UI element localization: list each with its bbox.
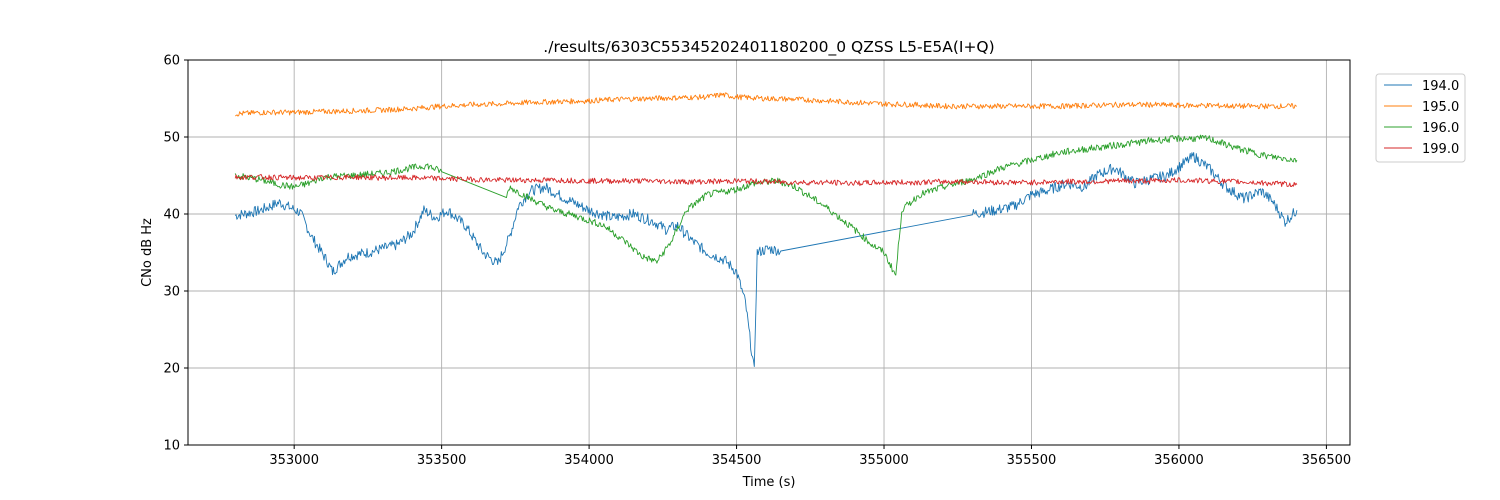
x-tick-label: 355000	[859, 453, 909, 468]
x-axis-title: Time (s)	[742, 475, 796, 490]
x-tick-label: 354500	[712, 453, 762, 468]
x-tick-label: 354000	[564, 453, 614, 468]
y-tick-label: 50	[163, 131, 180, 146]
y-tick-label: 40	[163, 208, 180, 223]
x-tick-label: 356500	[1302, 453, 1352, 468]
plot-frame	[187, 59, 1351, 446]
chart-title: ./results/6303C55345202401180200_0 QZSS …	[543, 38, 994, 57]
legend-box	[1375, 73, 1466, 163]
x-tick-label: 353000	[269, 453, 319, 468]
y-tick-label: 60	[163, 54, 180, 69]
series-line-195-0	[234, 92, 1297, 117]
x-tick-label: 355500	[1007, 453, 1057, 468]
legend-label-199-0: 199.0	[1422, 142, 1459, 157]
axis-ticks: 353000 353500 354000 354500 355000 355500 3560…	[163, 54, 1351, 469]
series-lines	[234, 92, 1298, 368]
legend-label-195-0: 195.0	[1422, 100, 1459, 115]
y-tick-label: 30	[163, 285, 180, 300]
legend-label-196-0: 196.0	[1422, 121, 1459, 136]
y-tick-label: 20	[163, 362, 180, 377]
series-line-194-0	[234, 152, 1298, 368]
series-line-196-0	[234, 134, 1298, 276]
x-tick-label: 353500	[417, 453, 467, 468]
legend: 194.0 195.0 196.0 199.0	[1375, 73, 1466, 163]
legend-label-194-0: 194.0	[1422, 79, 1459, 94]
x-tick-label: 356000	[1154, 453, 1204, 468]
series-line-199-0	[234, 173, 1298, 188]
y-axis-title: CNo dB Hz	[140, 218, 155, 287]
y-tick-label: 10	[163, 439, 180, 454]
